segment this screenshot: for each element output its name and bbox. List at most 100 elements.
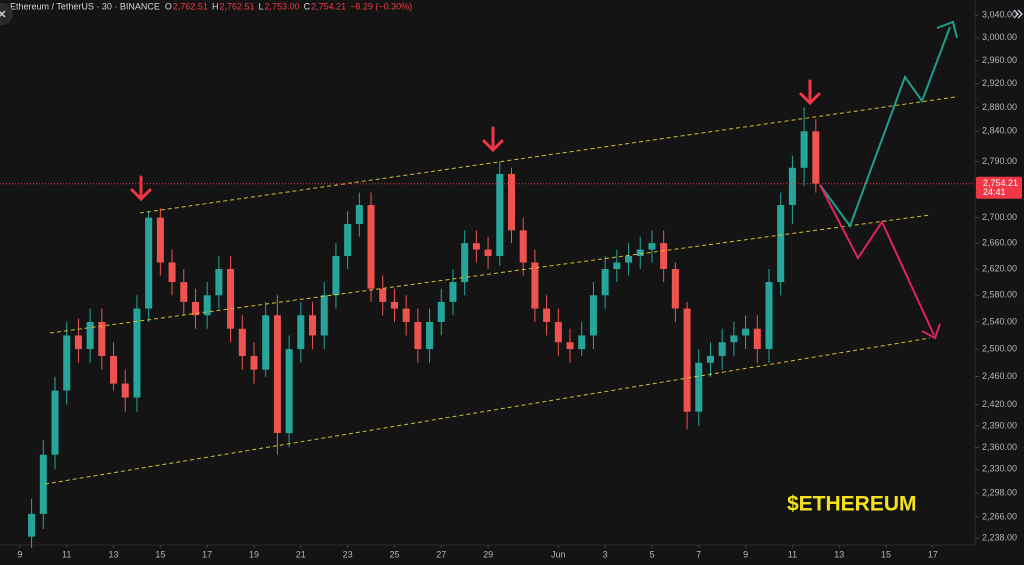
y-tick-label: 2,390.00 — [982, 420, 1017, 430]
x-tick-label: 7 — [696, 549, 701, 559]
bullish-projection — [819, 26, 951, 229]
symbol: Ethereum / TetherUS · 30 · BINANCE — [10, 1, 160, 11]
y-tick-label: 2,500.00 — [982, 343, 1017, 353]
candle-body — [496, 173, 504, 257]
candle-body — [437, 301, 445, 322]
candle-body — [203, 295, 211, 316]
x-tick-label: 9 — [17, 549, 22, 559]
close-button[interactable] — [0, 3, 13, 25]
x-tick-label: 13 — [834, 549, 844, 559]
x-tick-label: Jun — [551, 549, 566, 559]
channel-lower — [44, 337, 931, 485]
candle-body — [332, 256, 340, 296]
countdown: 24:41 — [983, 187, 1006, 197]
ohlc-value: 2,753.00 — [265, 1, 300, 11]
candle-body — [238, 328, 246, 356]
candle-body — [507, 173, 516, 231]
candle-body — [800, 131, 808, 168]
candle-body — [753, 328, 761, 350]
x-tick-label: 15 — [881, 549, 891, 559]
candle-body — [273, 315, 281, 434]
candle-body — [262, 315, 270, 370]
candle-body — [285, 349, 293, 434]
candle-body — [742, 328, 750, 336]
y-tick-label: 2,330.00 — [982, 464, 1017, 474]
candle-body — [156, 217, 164, 263]
arrow-down — [130, 175, 152, 202]
candle-body — [133, 308, 141, 398]
bearish-projection — [819, 184, 935, 336]
candle-body — [355, 205, 363, 224]
y-tick-label: 2,360.00 — [982, 442, 1017, 452]
ohlc-value: 2,754.21 — [311, 1, 346, 11]
candle-body — [449, 282, 457, 302]
candle-body — [227, 269, 235, 329]
candle-body — [74, 335, 82, 350]
candle-body — [110, 355, 118, 384]
bullish-arrowhead — [936, 20, 958, 39]
candle-body — [297, 315, 305, 350]
candle-body — [145, 217, 153, 309]
ohlc-value: 2,762.51 — [219, 1, 254, 11]
candle-body — [28, 513, 36, 537]
candle-body — [695, 362, 703, 412]
x-tick-label: 15 — [155, 549, 165, 559]
candle-body — [683, 308, 691, 412]
x-tick-label: 29 — [483, 549, 493, 559]
candle-body — [379, 288, 387, 302]
y-tick-label: 2,420.00 — [982, 399, 1017, 409]
header: Ethereum / TetherUS · 30 · BINANCE O 2,762… — [10, 1, 412, 11]
candle-body — [566, 342, 574, 350]
ohlc-name: L — [259, 1, 264, 11]
candle-body — [250, 355, 258, 370]
change: −8.29 (−0.30%) — [350, 1, 412, 11]
candle-body — [86, 321, 94, 350]
expand-icon[interactable] — [1013, 9, 1023, 19]
x-tick-label: 5 — [649, 549, 654, 559]
projections — [819, 20, 958, 340]
y-tick-label: 2,298.00 — [982, 487, 1017, 497]
candle-body — [121, 383, 129, 398]
candle-body — [98, 321, 106, 356]
candle-body — [215, 269, 223, 296]
last-price-box — [976, 176, 1022, 199]
x-tick-label: 21 — [296, 549, 306, 559]
candle-body — [531, 262, 539, 309]
y-tick-label: 2,580.00 — [982, 290, 1017, 300]
x-tick-label: 27 — [436, 549, 446, 559]
candle-body — [718, 342, 726, 356]
y-tick-label: 2,540.00 — [982, 316, 1017, 326]
watermark: $ETHEREUM — [787, 493, 917, 516]
y-tick-label: 2,460.00 — [982, 371, 1017, 381]
candle-body — [578, 335, 586, 350]
x-tick-label: 17 — [928, 549, 938, 559]
candle-body — [168, 262, 176, 283]
candle-body — [461, 243, 469, 283]
y-tick-label: 2,620.00 — [982, 263, 1017, 273]
candle-body — [414, 321, 422, 350]
candle-body — [706, 355, 714, 363]
candle-body — [390, 301, 398, 309]
candle-body — [484, 249, 492, 257]
x-tick-label: 17 — [202, 549, 212, 559]
candle-body — [730, 335, 738, 343]
candle-body — [589, 295, 597, 336]
channel-lines — [44, 96, 956, 485]
candle-body — [613, 262, 621, 270]
ohlc-name: O — [165, 1, 172, 11]
ohlc-value: 2,762.51 — [173, 1, 208, 11]
y-tick-label: 2,920.00 — [982, 78, 1017, 88]
channel-middle — [49, 214, 931, 334]
close-icon — [0, 10, 6, 18]
y-tick-label: 2,960.00 — [982, 55, 1017, 65]
candle-body — [788, 167, 796, 206]
x-tick-label: 11 — [62, 549, 71, 559]
y-tick-label: 2,238.00 — [982, 532, 1017, 542]
candle-body — [601, 269, 609, 296]
candle-body — [671, 269, 679, 309]
y-tick-label: 2,880.00 — [982, 102, 1017, 112]
x-tick-label: 23 — [343, 549, 353, 559]
candle-body — [519, 230, 527, 263]
